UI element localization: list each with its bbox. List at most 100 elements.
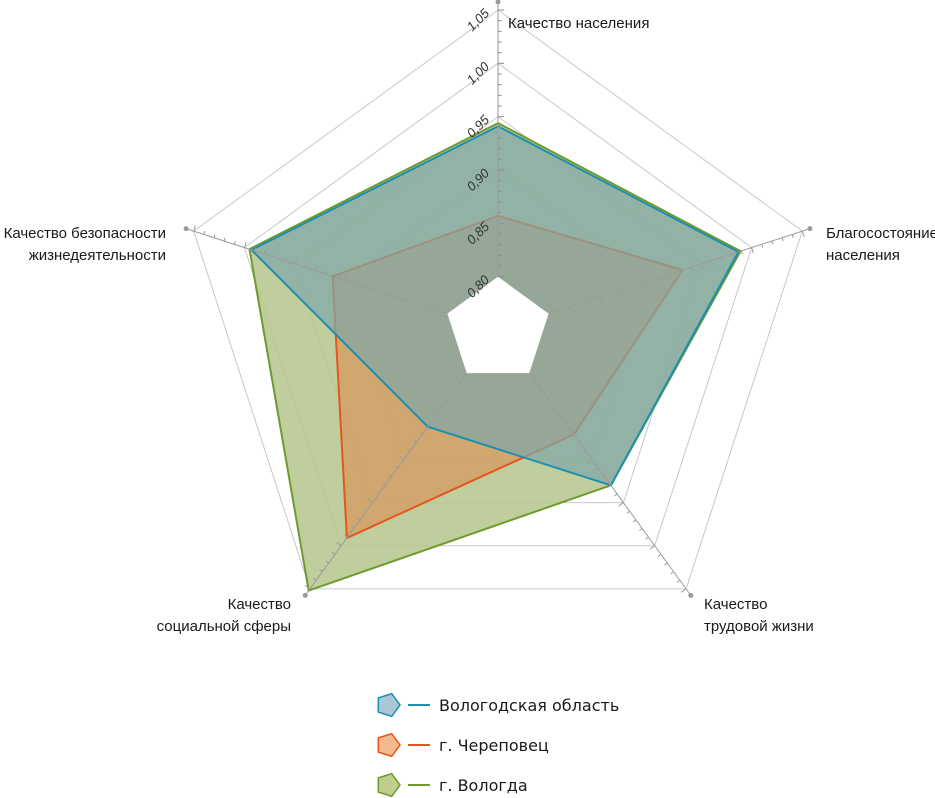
axis-end-dot xyxy=(495,0,501,5)
axis-tick xyxy=(313,577,317,581)
axis-tick xyxy=(751,247,754,254)
axis-tick xyxy=(438,405,442,409)
legend-label: г. Череповец xyxy=(439,736,549,755)
axis-tick xyxy=(446,307,450,314)
axis-tick xyxy=(629,286,632,291)
axis-tick xyxy=(626,510,630,514)
axis-tick xyxy=(406,296,409,301)
tick-label: 1,05 xyxy=(464,5,493,34)
axis-tick xyxy=(781,237,784,242)
axis-tick xyxy=(588,300,591,304)
axis-tick xyxy=(532,381,536,385)
axis-tick xyxy=(578,303,581,308)
axis-tick xyxy=(720,257,723,261)
axis-tick xyxy=(254,247,257,252)
axis-tick xyxy=(213,234,216,238)
axis-tick xyxy=(595,467,599,471)
axis-tick xyxy=(555,415,561,421)
axis-tick xyxy=(264,250,267,255)
axis-tick xyxy=(461,369,467,374)
axis-tick xyxy=(700,263,704,270)
legend-item: г. Вологда xyxy=(377,772,528,798)
legend-pentagon-icon xyxy=(377,732,401,758)
axis-tick xyxy=(558,310,561,314)
axis-tick xyxy=(336,541,342,547)
axis-tick xyxy=(444,396,449,400)
axis-tick xyxy=(598,296,602,303)
axis-tick xyxy=(563,424,568,428)
axis-tick xyxy=(771,240,774,245)
axis-tick xyxy=(325,270,328,275)
axis-tick xyxy=(618,502,624,507)
axis-tick xyxy=(325,560,330,564)
axis-tick xyxy=(304,584,311,590)
axis-tick xyxy=(457,379,461,383)
axis-tick xyxy=(730,254,733,258)
axis-tick xyxy=(791,234,794,238)
axis-tick xyxy=(398,455,405,460)
axis-end-dot xyxy=(688,592,694,598)
axis-tick xyxy=(607,484,612,488)
axis-tick xyxy=(639,528,643,531)
legend-label: Вологодская область xyxy=(439,696,619,715)
axis-tick xyxy=(576,441,580,445)
axis-tick xyxy=(345,274,349,281)
center-hole xyxy=(447,276,549,374)
axis-label: Благосостояние населения xyxy=(826,225,935,264)
axis-tick xyxy=(740,250,744,255)
axis-tick xyxy=(582,450,587,454)
axis-tick xyxy=(223,237,226,242)
legend-pentagon-icon xyxy=(377,692,401,718)
axis-tick xyxy=(680,270,683,275)
axis-tick xyxy=(335,273,338,278)
axis-tick xyxy=(586,459,593,464)
axis-tick xyxy=(669,273,673,278)
legend-item: г. Череповец xyxy=(377,732,549,758)
axis-tick xyxy=(375,491,380,495)
axis-tick xyxy=(193,225,196,232)
axis-tick xyxy=(426,303,429,308)
legend-label: г. Вологда xyxy=(439,776,528,795)
axis-label: Качество безопасности жизнедеятельности xyxy=(4,225,166,264)
axis-tick xyxy=(801,230,805,237)
axis-label: Качество трудовой жизни xyxy=(704,596,814,635)
axis-tick xyxy=(680,588,687,593)
axis-tick xyxy=(243,241,247,248)
legend-pentagon-icon xyxy=(377,772,401,798)
axis-tick xyxy=(367,498,373,503)
axis-line xyxy=(187,228,448,314)
axis-tick xyxy=(619,290,622,294)
axis-tick xyxy=(382,482,386,486)
axis-tick xyxy=(365,283,368,288)
axis-tick xyxy=(396,291,399,298)
axis-tick xyxy=(524,372,530,378)
axis-tick xyxy=(710,260,713,265)
axis-tick xyxy=(350,526,355,529)
axis-tick xyxy=(203,230,206,235)
axis-tick xyxy=(632,519,637,523)
axis-tick xyxy=(538,390,543,393)
axis-line xyxy=(548,228,809,314)
axis-tick xyxy=(344,534,348,538)
axis-tick xyxy=(356,517,361,521)
axis-tick xyxy=(375,286,378,291)
axis-tick xyxy=(551,407,555,411)
axis-tick xyxy=(274,254,277,258)
axis-tick xyxy=(659,277,662,281)
axis-tick xyxy=(664,562,668,566)
axis-end-dot xyxy=(302,592,308,598)
axis-tick xyxy=(657,553,662,557)
tick-label: 1,00 xyxy=(464,58,493,87)
axis-tick xyxy=(676,579,681,583)
axis-tick xyxy=(545,398,549,402)
axis-line xyxy=(305,372,468,595)
axis-tick xyxy=(385,290,388,294)
radar-axis-labels: Качество населения Благосостояние населени… xyxy=(4,15,935,635)
axis-tick xyxy=(436,306,439,311)
axis-tick xyxy=(450,387,455,391)
axis-tick xyxy=(425,422,430,426)
axis-tick xyxy=(363,508,367,512)
radar-center xyxy=(447,276,549,374)
axis-tick xyxy=(645,536,649,540)
